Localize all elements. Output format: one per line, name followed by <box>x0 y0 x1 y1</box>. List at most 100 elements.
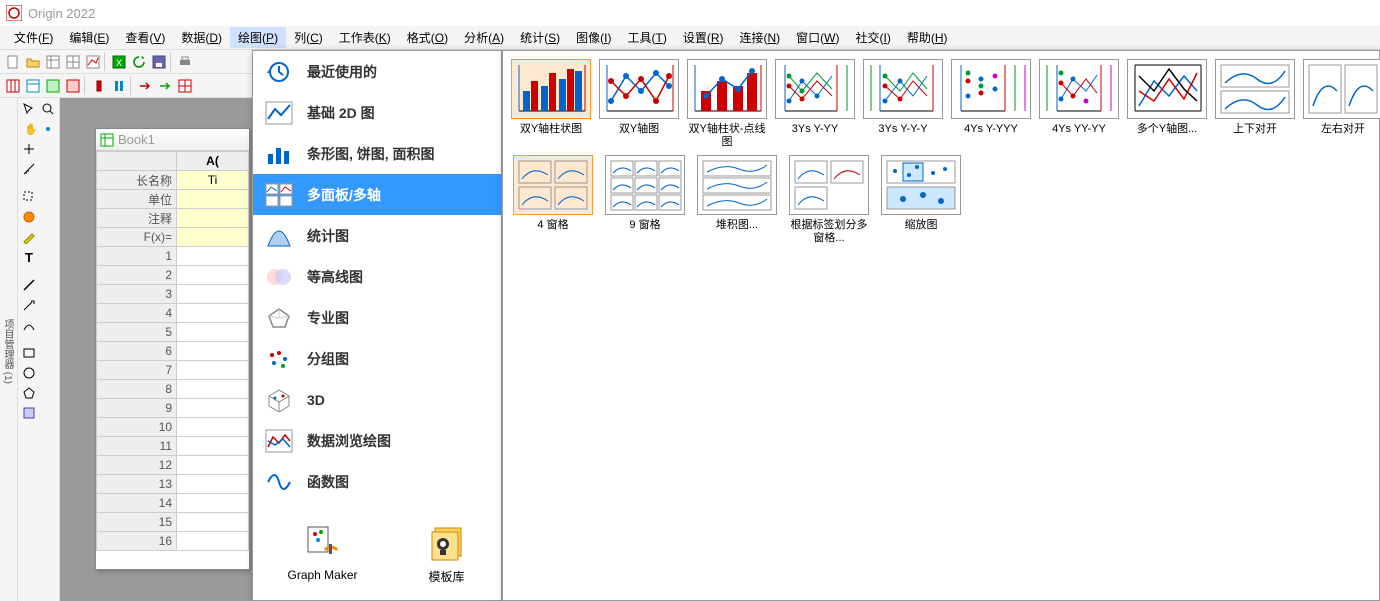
menu-t[interactable]: 工具(T) <box>619 27 674 48</box>
menu-h[interactable]: 帮助(H) <box>899 27 956 48</box>
3d-icon <box>263 386 295 414</box>
tb-print-icon[interactable] <box>176 53 194 71</box>
gallery-3ys-2[interactable]: 3Ys Y-Y-Y <box>863 59 943 149</box>
plot-cat-func[interactable]: 函数图 <box>253 461 501 502</box>
svg-text:X: X <box>116 58 122 68</box>
menu-p[interactable]: 绘图(P) <box>230 27 286 48</box>
gallery-trellis[interactable]: 根据标签划分多窗格... <box>787 155 871 245</box>
tool-palette: ✋ T <box>18 98 60 601</box>
tb-col1-icon[interactable] <box>90 77 108 95</box>
plot-cat-browse[interactable]: 数据浏览绘图 <box>253 420 501 461</box>
plot-cat-bars[interactable]: 条形图, 饼图, 面积图 <box>253 133 501 174</box>
reader-icon[interactable] <box>39 120 57 138</box>
menu-k[interactable]: 工作表(K) <box>331 27 399 48</box>
gallery-double-y-bar[interactable]: 双Y轴柱状图 <box>511 59 591 149</box>
menu-v[interactable]: 查看(V) <box>117 27 173 48</box>
app-title: Origin 2022 <box>28 6 95 21</box>
curve-icon[interactable] <box>20 316 38 334</box>
title-bar: Origin 2022 <box>0 0 1380 26</box>
menu-bar: 文件(F)编辑(E)查看(V)数据(D)绘图(P)列(C)工作表(K)格式(O)… <box>0 26 1380 50</box>
menu-w[interactable]: 窗口(W) <box>788 27 847 48</box>
tb-sheet-icon[interactable] <box>44 53 62 71</box>
menu-i[interactable]: 社交(I) <box>847 27 898 48</box>
plot-cat-contour[interactable]: 等高线图 <box>253 256 501 297</box>
circle-icon[interactable] <box>20 364 38 382</box>
menu-f[interactable]: 文件(F) <box>6 27 61 48</box>
tb-new-icon[interactable] <box>4 53 22 71</box>
rect-icon[interactable] <box>20 344 38 362</box>
gallery-4ys-1[interactable]: 4Ys Y-YYY <box>951 59 1031 149</box>
gallery-9panel[interactable]: 9 窗格 <box>603 155 687 245</box>
tb-col2-icon[interactable] <box>110 77 128 95</box>
gallery-stack[interactable]: 堆积图... <box>695 155 779 245</box>
tb-graph-icon[interactable] <box>84 53 102 71</box>
side-tab[interactable]: 项目管理器 (1) <box>0 311 17 392</box>
tb-matrix-icon[interactable] <box>64 53 82 71</box>
plot-bottom-maker[interactable]: Graph Maker <box>287 522 357 585</box>
menu-n[interactable]: 连接(N) <box>731 27 788 48</box>
menu-o[interactable]: 格式(O) <box>399 27 456 48</box>
worksheet[interactable]: A(长名称Ti单位注释F(x)=12345678910111213141516 <box>96 151 249 551</box>
special-icon <box>263 304 295 332</box>
menu-d[interactable]: 数据(D) <box>173 27 230 48</box>
tb-open-icon[interactable] <box>24 53 42 71</box>
plot-cat-line2d[interactable]: 基础 2D 图 <box>253 92 501 133</box>
book-title[interactable]: Book1 <box>96 129 249 151</box>
arrow-icon[interactable] <box>20 296 38 314</box>
tb-arrow1-icon[interactable] <box>136 77 154 95</box>
line-icon[interactable] <box>20 276 38 294</box>
plot-cat-group[interactable]: 分组图 <box>253 338 501 379</box>
menu-a[interactable]: 分析(A) <box>456 27 512 48</box>
gallery-multi-y[interactable]: 多个Y轴图... <box>1127 59 1207 149</box>
pointer-icon[interactable] <box>20 100 38 118</box>
contour-icon <box>263 263 295 291</box>
text-icon[interactable]: T <box>20 248 38 266</box>
scale-icon[interactable] <box>20 160 38 178</box>
tb-save-icon[interactable] <box>150 53 168 71</box>
gallery-vertical-2[interactable]: 上下对开 <box>1215 59 1295 149</box>
tb-grid3-icon[interactable] <box>44 77 62 95</box>
plot-cat-recent[interactable]: 最近使用的 <box>253 51 501 92</box>
menu-s[interactable]: 统计(S) <box>512 27 568 48</box>
select-icon[interactable] <box>20 188 38 206</box>
menu-c[interactable]: 列(C) <box>286 27 331 48</box>
group-icon <box>263 345 295 373</box>
bars-icon <box>263 140 295 168</box>
draw-icon[interactable] <box>20 228 38 246</box>
gallery-3ys-1[interactable]: 3Ys Y-YY <box>775 59 855 149</box>
plot-cat-stat[interactable]: 统计图 <box>253 215 501 256</box>
gallery-horizontal-2[interactable]: 左右对开 <box>1303 59 1380 149</box>
zoom-icon[interactable] <box>39 100 57 118</box>
menu-i[interactable]: 图像(I) <box>568 27 619 48</box>
cross-icon[interactable] <box>20 140 38 158</box>
menu-e[interactable]: 编辑(E) <box>61 27 117 48</box>
plot-cat-special[interactable]: 专业图 <box>253 297 501 338</box>
plot-menu: 最近使用的基础 2D 图条形图, 饼图, 面积图多面板/多轴统计图等高线图专业图… <box>252 50 502 601</box>
svg-text:T: T <box>25 250 33 264</box>
poly-icon[interactable] <box>20 384 38 402</box>
mask-icon[interactable] <box>20 208 38 226</box>
plot-cat-3d[interactable]: 3D <box>253 379 501 420</box>
tb-refresh-icon[interactable] <box>130 53 148 71</box>
gallery-double-y[interactable]: 双Y轴图 <box>599 59 679 149</box>
func-icon <box>263 468 295 496</box>
gallery-4ys-2[interactable]: 4Ys YY-YY <box>1039 59 1119 149</box>
plot-cat-multi[interactable]: 多面板/多轴 <box>253 174 501 215</box>
plot-bottom-template[interactable]: 模板库 <box>427 522 467 585</box>
tb-arrow2-icon[interactable] <box>156 77 174 95</box>
tb-excel-icon[interactable]: X <box>110 53 128 71</box>
multi-icon <box>263 181 295 209</box>
side-tabs: 项目管理器 (1)消息日志提示日志 <box>0 98 18 601</box>
tb-grid5-icon[interactable] <box>176 77 194 95</box>
book-window[interactable]: Book1 A(长名称Ti单位注释F(x)=123456789101112131… <box>95 128 250 570</box>
hand-icon[interactable]: ✋ <box>20 120 38 138</box>
region-icon[interactable] <box>20 404 38 422</box>
tb-grid4-icon[interactable] <box>64 77 82 95</box>
menu-r[interactable]: 设置(R) <box>675 27 732 48</box>
gallery-4panel[interactable]: 4 窗格 <box>511 155 595 245</box>
svg-text:✋: ✋ <box>24 123 36 136</box>
tb-grid2-icon[interactable] <box>24 77 42 95</box>
gallery-zoom[interactable]: 缩放图 <box>879 155 963 245</box>
gallery-double-y-bar-line[interactable]: 双Y轴柱状-点线图 <box>687 59 767 149</box>
tb-grid1-icon[interactable] <box>4 77 22 95</box>
